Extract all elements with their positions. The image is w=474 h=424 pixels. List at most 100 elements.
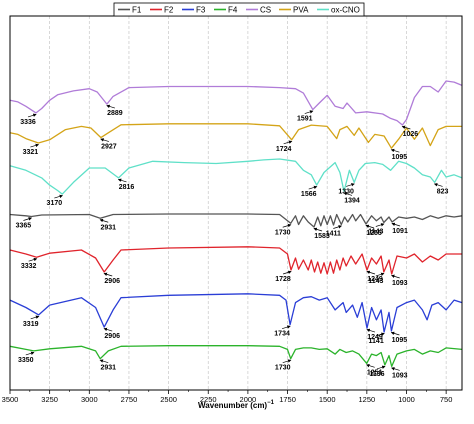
annotation-label-f1-1730: 1730 [275, 229, 291, 236]
annotation-arrow-f1-1143 [375, 223, 385, 227]
annotation-arrow-ox-cno-2816 [117, 178, 127, 183]
annotation-label-cs-3336: 3336 [20, 119, 36, 126]
annotation-label-cs-1591: 1591 [297, 116, 313, 123]
annotation-arrow-f1-1411 [333, 225, 342, 229]
annotation-label-ox-cno-1566: 1566 [301, 191, 317, 198]
annotation-arrow-cs-3336 [27, 113, 37, 118]
annotation-label-f3-1734: 1734 [274, 331, 290, 338]
annotation-arrow-f4-1251 [366, 364, 375, 368]
annotation-arrow-pva-1095 [390, 148, 400, 153]
legend-label-pva: PVA [293, 6, 309, 15]
annotation-arrow-f1-1255 [365, 224, 375, 229]
legend-label-ox-cno: ox-CNO [331, 6, 360, 15]
annotation-arrow-ox-cno-1330 [346, 183, 355, 187]
annotation-arrow-f2-1249 [366, 270, 376, 275]
annotation-label-f1-1143: 1143 [368, 229, 383, 236]
annotation-arrow-ox-cno-3170 [54, 194, 64, 199]
x-tick-label-2250: 2250 [200, 395, 217, 404]
annotation-arrow-f2-1143 [375, 272, 385, 277]
legend-label-f1: F1 [132, 6, 142, 15]
annotation-label-pva-1095: 1095 [392, 154, 408, 161]
annotation-arrow-f2-3332 [28, 257, 38, 262]
annotation-arrow-f1-2931 [99, 218, 109, 223]
legend-label-f4: F4 [228, 6, 238, 15]
x-axis-title-superscript: −1 [267, 400, 275, 406]
annotation-label-f2-1728: 1728 [275, 276, 291, 283]
x-axis-title-text: Wavenumber (cm) [198, 401, 267, 410]
annotation-label-cs-1026: 1026 [403, 131, 419, 138]
annotation-arrow-f1-1091 [391, 222, 401, 227]
annotation-arrow-f4-1136 [376, 365, 386, 370]
peak-annotations: 3336 2889 1591 1026 3321 2927 1724 1095 3170 2816… [16, 104, 449, 379]
annotation-arrow-f3-1141 [376, 332, 385, 337]
annotation-arrow-pva-1724 [283, 140, 293, 145]
x-tick-label-2750: 2750 [121, 395, 138, 404]
annotation-label-f3-1141: 1141 [369, 338, 384, 345]
x-tick-label-1500: 1500 [319, 395, 336, 404]
annotation-label-f4-1730: 1730 [275, 365, 291, 372]
annotation-label-f1-2931: 2931 [100, 224, 116, 231]
annotation-label-ox-cno-1330: 1330 [338, 188, 354, 195]
annotation-label-f1-1411: 1411 [326, 231, 341, 238]
series-line-f4 [9, 345, 463, 368]
x-tick-label-750: 750 [440, 395, 453, 404]
annotation-label-f4-2931: 2931 [100, 365, 116, 372]
annotation-label-cs-2889: 2889 [107, 110, 123, 117]
annotation-arrow-f3-2906 [103, 327, 113, 332]
annotation-label-f2-1143: 1143 [368, 278, 383, 285]
annotation-arrow-ox-cno-1394 [343, 192, 353, 196]
x-tick-label-2500: 2500 [160, 395, 177, 404]
vertical-grid [49, 16, 447, 390]
x-axis-title: Wavenumber (cm)−1 [198, 400, 275, 410]
annotation-arrow-f1-1583 [313, 227, 323, 232]
annotation-label-f3-1249: 1249 [367, 334, 383, 341]
legend-box [113, 2, 365, 17]
annotation-label-pva-2927: 2927 [101, 144, 117, 151]
x-tick-label-3000: 3000 [81, 395, 98, 404]
x-tick-label-1250: 1250 [358, 395, 375, 404]
annotation-label-f4-1251: 1251 [367, 369, 383, 376]
annotation-arrow-f2-2906 [103, 272, 113, 277]
annotation-arrow-ox-cno-823 [433, 183, 443, 187]
annotation-label-ox-cno-2816: 2816 [119, 184, 135, 191]
series-line-ox-cno [9, 158, 463, 195]
legend-label-f2: F2 [164, 6, 174, 15]
annotation-label-f2-1249: 1249 [367, 276, 383, 283]
annotation-arrow-f4-3350 [25, 351, 35, 356]
annotation-label-pva-1724: 1724 [276, 146, 292, 153]
x-tick-label-2000: 2000 [240, 395, 257, 404]
annotation-arrow-f4-2931 [99, 359, 109, 364]
annotation-arrow-f1-3365 [23, 217, 33, 221]
annotation-label-f1-1091: 1091 [392, 228, 408, 235]
annotation-label-f3-2906: 2906 [104, 333, 120, 340]
legend-label-cs: CS [260, 6, 271, 15]
x-tick-label-1000: 1000 [398, 395, 415, 404]
annotation-label-f1-3365: 3365 [16, 223, 32, 230]
annotation-label-ox-cno-1394: 1394 [344, 197, 360, 204]
annotation-arrow-f2-1093 [391, 274, 400, 279]
annotation-label-f4-1093: 1093 [392, 372, 408, 379]
series-line-pva [9, 123, 462, 149]
legend-items: F1 F2 F3 F4 CS PVA ox-CNO [118, 6, 360, 15]
annotation-arrow-f3-1249 [366, 328, 376, 333]
annotation-label-ox-cno-3170: 3170 [47, 200, 63, 207]
annotation-label-f1-1583: 1583 [314, 233, 330, 240]
annotation-arrow-f3-1734 [281, 325, 291, 329]
annotation-arrow-pva-2927 [100, 138, 109, 142]
annotation-arrow-f3-3319 [30, 315, 40, 320]
annotation-label-f4-3350: 3350 [18, 357, 34, 364]
annotation-label-pva-3321: 3321 [23, 149, 39, 156]
annotation-arrow-cs-1026 [401, 125, 411, 130]
annotation-arrow-ox-cno-1566 [308, 185, 318, 190]
annotation-label-f2-3332: 3332 [21, 263, 37, 270]
annotation-label-f4-1136: 1136 [369, 371, 384, 378]
annotation-arrow-cs-1591 [304, 110, 314, 114]
annotation-label-ox-cno-823: 823 [437, 188, 449, 195]
annotation-label-f2-1093: 1093 [392, 280, 408, 287]
legend: F1 F2 F3 F4 CS PVA ox-CNO [113, 2, 365, 17]
series-line-f2 [9, 246, 462, 275]
annotation-label-f1-1255: 1255 [366, 230, 382, 237]
annotation-arrow-f2-1728 [282, 270, 292, 275]
